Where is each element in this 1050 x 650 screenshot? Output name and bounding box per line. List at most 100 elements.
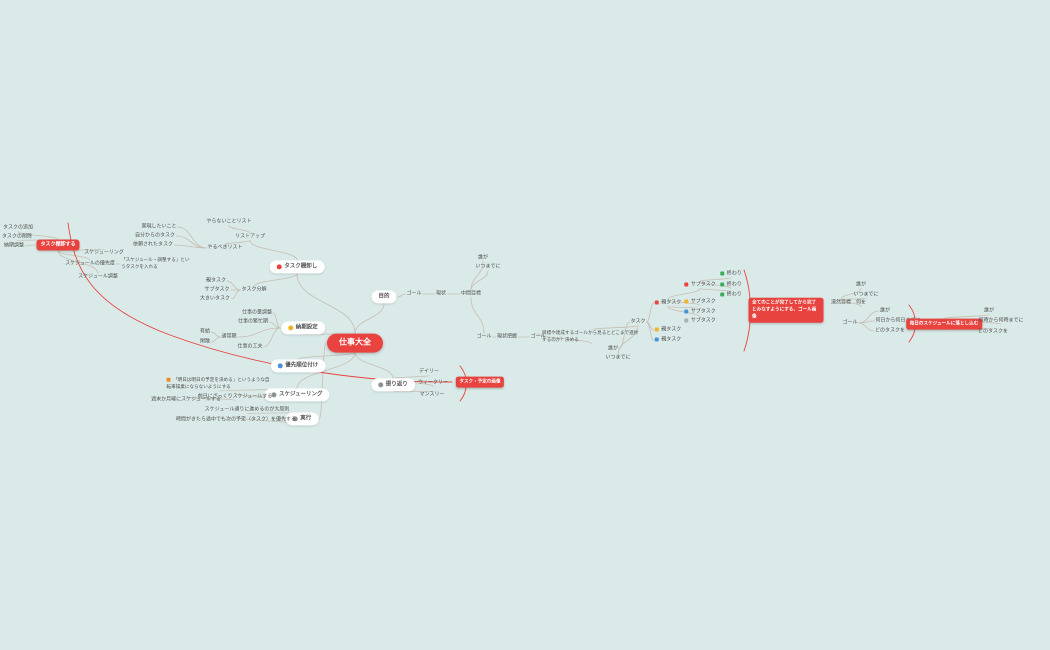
g-which[interactable]: どのタスクを xyxy=(875,327,905,334)
who-2[interactable]: 誰が xyxy=(608,345,618,352)
sch-b[interactable]: スケジュールの優先度 xyxy=(65,260,115,267)
listup[interactable]: リストアップ xyxy=(235,233,265,240)
task-delete[interactable]: タスクの削除 xyxy=(2,233,32,240)
central-topic[interactable]: 仕事大全 xyxy=(327,333,383,353)
task-add[interactable]: タスクの追加 xyxy=(3,224,33,231)
v-until[interactable]: いつまでに xyxy=(853,291,878,298)
until-1[interactable]: いつまでに xyxy=(475,263,500,270)
topic-execution-label: 実行 xyxy=(300,414,312,421)
d-when[interactable]: 何時から何時までに xyxy=(978,317,1023,324)
goal-2[interactable]: ゴール xyxy=(476,333,491,340)
parent-task-yellow[interactable]: 親タスク xyxy=(654,326,681,333)
edge-deadline-adjust-task-inventory-red-node xyxy=(24,244,36,247)
task-decompose-label: タスク分解 xyxy=(241,286,267,293)
busy-season[interactable]: 仕事の繁忙期 xyxy=(238,318,268,325)
deadline-adjust[interactable]: 納期調整 xyxy=(4,242,24,249)
daily-schedule-callout[interactable]: 毎日のスケジュールに落とし込む xyxy=(906,318,982,330)
task-inventory-red-node[interactable]: タスク棚卸する xyxy=(36,239,80,251)
big-task[interactable]: 大きいタスク xyxy=(200,295,230,302)
normal-season[interactable]: 通常期 xyxy=(221,333,236,340)
work-devise[interactable]: 仕事の工夫 xyxy=(237,343,262,350)
todo-list[interactable]: やるべきリスト xyxy=(207,244,242,251)
monthly[interactable]: マンスリー xyxy=(420,391,445,398)
edge-parent-task-red-sub-task-gray xyxy=(667,306,701,318)
sub-task[interactable]: サブタスク xyxy=(204,286,229,293)
edge-central-topic-topic-purpose xyxy=(354,303,385,335)
topic-purpose[interactable]: 目的 xyxy=(371,290,397,304)
green-square-icon xyxy=(720,292,725,297)
task-schedule-image-callout[interactable]: タスク・予定の画像 xyxy=(455,376,505,388)
d-which[interactable]: どのタスクを xyxy=(978,328,1008,335)
listup-label: リストアップ xyxy=(234,233,266,240)
parent-task[interactable]: 親タスク xyxy=(206,277,226,284)
normal-season-label: 通常期 xyxy=(221,333,237,340)
inventory-red-circle-icon xyxy=(276,263,282,269)
scheduling-gray-circle-icon xyxy=(271,391,277,397)
requested-task[interactable]: 依頼されたタスク xyxy=(133,241,173,248)
who-1[interactable]: 誰が xyxy=(478,254,488,261)
goal-image-callout[interactable]: 全てのことが完了してから完了とみなすようにする、ゴール画像 xyxy=(748,297,824,323)
want-to-realize[interactable]: 実現したいこと xyxy=(141,223,176,230)
red-square-icon xyxy=(684,282,689,287)
topic-execution[interactable]: 実行 xyxy=(285,412,319,426)
blue-square-icon xyxy=(654,337,659,342)
sch-a[interactable]: スケジューリング xyxy=(84,249,124,256)
current-state[interactable]: 現状 xyxy=(436,290,446,297)
vague-goal[interactable]: 漠然目標 xyxy=(831,299,851,306)
principle[interactable]: スケジュール通りに進めるのが大原則 xyxy=(205,406,290,413)
sch-note[interactable]: 「スケジュール・調整する」というタスクを入れる xyxy=(121,257,191,271)
weekend-schedule[interactable]: 週末か月曜にスケジュールする xyxy=(151,396,221,403)
sch-c[interactable]: スケジュール調整 xyxy=(78,273,118,280)
sub-task-gray[interactable]: サブタスク xyxy=(684,317,716,324)
sub-task-red[interactable]: サブタスク xyxy=(684,281,716,288)
sub-task-yellow[interactable]: サブタスク xyxy=(684,298,716,305)
topic-review[interactable]: 振り返り xyxy=(371,378,415,392)
requested-task-label: 依頼されたタスク xyxy=(132,241,174,248)
day-before-schedule[interactable]: 前日にざっくりスケジュールする xyxy=(198,393,273,400)
goal-2-label: ゴール xyxy=(476,333,492,340)
until-2[interactable]: いつまでに xyxy=(605,354,630,361)
g-when[interactable]: 何日から何日までに xyxy=(875,317,920,324)
weekly[interactable]: ウィークリー xyxy=(418,379,448,386)
self-task-label: 自分からのタスク xyxy=(134,232,176,239)
task-decompose[interactable]: タスク分解 xyxy=(241,286,266,293)
next-task-priority-label: 時間がきたら途中でも次の予定（タスク）を優先する xyxy=(175,416,297,423)
done-3[interactable]: 終わり xyxy=(720,291,742,298)
topic-prioritization[interactable]: 優先順位付け xyxy=(270,359,326,373)
grasp-current[interactable]: 現状把握 xyxy=(497,333,517,340)
goal-3[interactable]: ゴール xyxy=(530,333,545,340)
topic-scheduling[interactable]: スケジューリング xyxy=(264,388,330,402)
task[interactable]: タスク xyxy=(630,318,645,325)
v-who[interactable]: 誰が xyxy=(856,281,866,288)
d-who[interactable]: 誰が xyxy=(984,307,994,314)
topic-deadline-setting[interactable]: 納期設定 xyxy=(281,321,325,335)
next-task-priority[interactable]: 時間がきたら途中でも次の予定（タスク）を優先する xyxy=(176,416,296,423)
decide-progress[interactable]: 目標や達成するゴールから見るとどこまで進捗するのか？決める xyxy=(542,330,642,344)
g-who-label: 誰が xyxy=(879,307,891,314)
not-todo-list[interactable]: やらないことリスト xyxy=(206,218,251,225)
parent-task-blue[interactable]: 親タスク xyxy=(654,336,681,343)
goal-4[interactable]: ゴール xyxy=(842,319,857,326)
goal-image-callout-label: 全てのことが完了してから完了とみなすようにする、ゴール画像 xyxy=(752,299,817,319)
topic-purpose-label: 目的 xyxy=(378,292,390,299)
execution-gray-circle-icon xyxy=(292,415,298,421)
goal-1[interactable]: ゴール xyxy=(406,290,421,297)
edge-central-topic-topic-prioritization xyxy=(297,351,356,360)
mid-goal[interactable]: 中間目標 xyxy=(461,290,481,297)
sub-task-blue[interactable]: サブタスク xyxy=(684,308,716,315)
edge-workload-adjust-topic-deadline-setting xyxy=(272,312,281,329)
workload-adjust[interactable]: 仕事の量調整 xyxy=(242,309,272,316)
v-what[interactable]: 何を xyxy=(856,299,866,306)
topic-task-inventory[interactable]: タスク棚卸し xyxy=(269,260,325,274)
goal-3-label: ゴール xyxy=(530,333,546,340)
sch-a-label: スケジューリング xyxy=(84,249,124,256)
g-who[interactable]: 誰が xyxy=(880,307,890,314)
daily[interactable]: デイリー xyxy=(419,368,439,375)
parent-task-red[interactable]: 親タスク xyxy=(654,299,681,306)
bike-note[interactable]: 「明日は明日の予定を決める」というような自転車操業にならないようにする xyxy=(166,377,272,391)
self-task[interactable]: 自分からのタスク xyxy=(135,232,175,239)
done-1[interactable]: 終わり xyxy=(720,270,742,277)
slow-season[interactable]: 閑散 xyxy=(200,338,210,345)
paid-leave[interactable]: 有給 xyxy=(200,328,210,335)
done-2[interactable]: 終わり xyxy=(720,281,742,288)
